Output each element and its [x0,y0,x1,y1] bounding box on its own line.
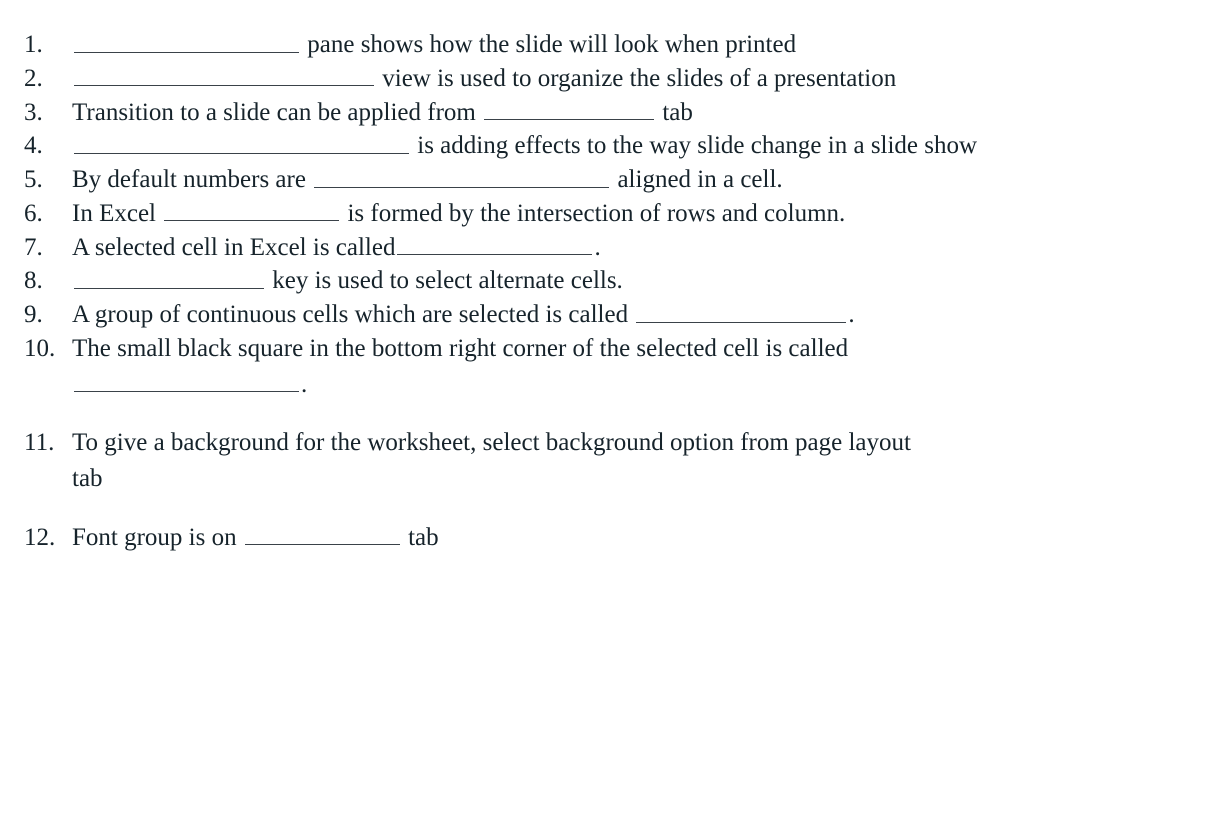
question-text: pane shows how the slide will look when … [72,28,1173,62]
question-2: 2. view is used to organize the slides o… [18,62,1173,96]
text-after-blank: . [594,234,600,261]
question-number: 5. [18,163,72,197]
question-number: 3. [18,96,72,130]
text-before-blank: Font group is on [72,524,243,551]
question-1: 1. pane shows how the slide will look wh… [18,28,1173,62]
question-number: 1. [18,28,72,62]
question-number: 11. [18,426,72,460]
question-text: is adding effects to the way slide chang… [72,129,1173,163]
question-text: key is used to select alternate cells. [72,264,1173,298]
question-5: 5. By default numbers are aligned in a c… [18,163,1173,197]
question-text: view is used to organize the slides of a… [72,62,1173,96]
text-line-1: The small black square in the bottom rig… [72,335,848,362]
question-12: 12. Font group is on tab [18,521,1173,555]
text-after-blank: . [848,301,854,328]
question-number: 8. [18,264,72,298]
question-7: 7. A selected cell in Excel is called. [18,231,1173,265]
fill-blank[interactable] [164,200,339,222]
question-10: 10. The small black square in the bottom… [18,332,1173,366]
question-list: 1. pane shows how the slide will look wh… [18,28,1173,555]
text-after-blank: view is used to organize the slides of a… [376,65,896,92]
text-after-blank: tab [656,99,693,126]
question-number: 7. [18,231,72,265]
question-text: Font group is on tab [72,521,1173,555]
fill-blank[interactable] [636,301,846,323]
fill-blank[interactable] [74,31,299,53]
question-11: 11. To give a background for the workshe… [18,426,1173,460]
question-6: 6. In Excel is formed by the intersectio… [18,197,1173,231]
fill-blank[interactable] [74,371,299,393]
text-after-blank: key is used to select alternate cells. [266,267,623,294]
question-text: Transition to a slide can be applied fro… [72,96,1173,130]
question-text: By default numbers are aligned in a cell… [72,163,1173,197]
fill-blank[interactable] [74,65,374,87]
question-number: 12. [18,521,72,555]
question-number: 2. [18,62,72,96]
text-before-blank: By default numbers are [72,166,312,193]
fill-blank[interactable] [484,99,654,121]
question-8: 8. key is used to select alternate cells… [18,264,1173,298]
fill-blank[interactable] [397,234,592,256]
text-before-blank: A selected cell in Excel is called [72,234,395,261]
text-before-blank: In Excel [72,200,162,227]
question-9: 9. A group of continuous cells which are… [18,298,1173,332]
fill-blank[interactable] [74,267,264,289]
question-text: A selected cell in Excel is called. [72,231,1173,265]
text-after-blank: is adding effects to the way slide chang… [411,132,977,159]
text-line-2: tab [72,465,103,492]
text-before-blank: Transition to a slide can be applied fro… [72,99,482,126]
fill-blank[interactable] [74,132,409,154]
question-text: In Excel is formed by the intersection o… [72,197,1173,231]
text-after-blank: aligned in a cell. [611,166,782,193]
text-before-blank: A group of continuous cells which are se… [72,301,634,328]
question-11-continuation: tab [72,460,1173,499]
question-text: A group of continuous cells which are se… [72,298,1173,332]
text-after-blank: tab [402,524,439,551]
text-after-blank: . [301,371,307,398]
question-text: The small black square in the bottom rig… [72,332,1173,366]
question-number: 6. [18,197,72,231]
text-line-1: To give a background for the worksheet, … [72,429,911,456]
question-4: 4. is adding effects to the way slide ch… [18,129,1173,163]
question-text: To give a background for the worksheet, … [72,426,1173,460]
question-3: 3. Transition to a slide can be applied … [18,96,1173,130]
question-10-continuation: . [72,366,1173,405]
question-number: 4. [18,129,72,163]
question-number: 9. [18,298,72,332]
question-number: 10. [18,332,72,366]
fill-blank[interactable] [314,166,609,188]
text-after-blank: pane shows how the slide will look when … [301,31,796,58]
text-after-blank: is formed by the intersection of rows an… [341,200,845,227]
fill-blank[interactable] [245,524,400,546]
